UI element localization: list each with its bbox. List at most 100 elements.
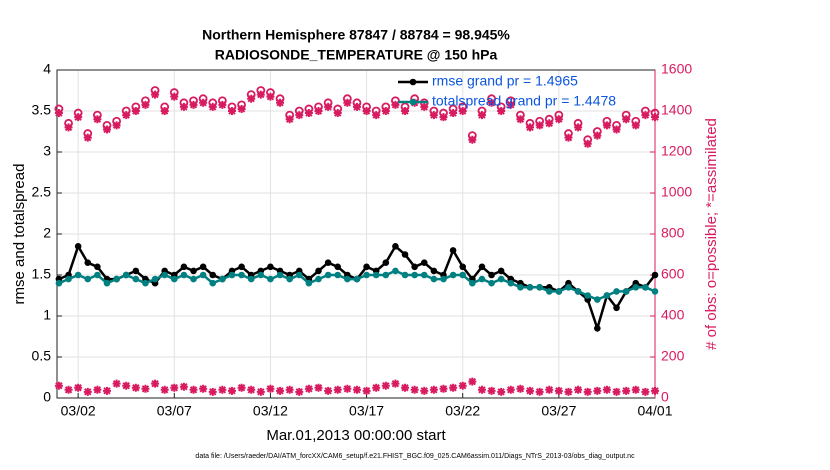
star-marker — [516, 115, 525, 124]
star-marker — [102, 125, 111, 134]
dot-marker — [344, 275, 351, 283]
star-marker — [256, 90, 265, 99]
star-marker — [141, 100, 150, 109]
star-marker — [160, 385, 169, 394]
dot-marker — [142, 279, 149, 287]
y2-tick-label: 400 — [661, 307, 685, 323]
dot-marker — [276, 271, 284, 279]
star-marker — [102, 386, 111, 395]
star-marker — [535, 387, 544, 396]
dot-marker — [392, 267, 399, 275]
dot-marker — [238, 271, 245, 279]
star-marker — [535, 121, 544, 130]
star-marker — [362, 107, 371, 115]
x-tick-label: 03/22 — [445, 403, 480, 419]
star-marker — [651, 386, 659, 395]
dot-marker — [161, 271, 168, 279]
star-marker — [612, 125, 621, 134]
y2-tick-label: 1000 — [661, 184, 692, 200]
legend-marker — [409, 78, 417, 86]
dot-marker — [469, 279, 476, 287]
dot-marker — [151, 275, 159, 283]
dot-marker — [209, 279, 217, 287]
star-marker — [179, 382, 188, 391]
dot-marker — [420, 259, 428, 267]
x-tick-label: 03/07 — [157, 403, 192, 419]
dot-marker — [315, 267, 322, 275]
star-marker — [93, 115, 102, 124]
y2-tick-label: 0 — [661, 389, 669, 405]
star-marker — [602, 385, 611, 394]
dot-marker — [536, 284, 543, 291]
dot-marker — [392, 243, 399, 250]
star-marker — [429, 385, 438, 394]
star-marker — [612, 387, 621, 396]
star-marker — [622, 386, 631, 395]
star-marker — [218, 100, 227, 109]
star-marker — [227, 386, 236, 395]
y-tick-label: 3 — [43, 143, 51, 159]
legend-marker — [409, 98, 417, 106]
y2-tick-label: 800 — [661, 225, 685, 241]
star-marker — [458, 381, 467, 390]
star-marker — [93, 385, 102, 394]
y-axis-label: rmse and totalspread — [11, 164, 28, 305]
star-marker — [420, 102, 429, 111]
star-marker — [266, 384, 275, 393]
dot-marker — [449, 247, 457, 254]
dot-marker — [103, 279, 111, 287]
star-marker — [227, 107, 236, 115]
star-marker — [333, 109, 342, 118]
star-marker — [122, 111, 131, 120]
y-tick-label: 3.5 — [32, 102, 52, 118]
star-marker — [593, 386, 602, 395]
y-tick-label: 0.5 — [32, 348, 52, 364]
dot-marker — [334, 263, 342, 271]
dot-marker — [401, 271, 409, 279]
star-marker — [256, 387, 265, 396]
star-marker — [429, 111, 438, 120]
dot-marker — [555, 288, 563, 295]
star-marker — [276, 386, 285, 395]
star-marker — [564, 133, 573, 142]
x-tick-label: 03/27 — [541, 403, 576, 419]
dot-marker — [613, 304, 620, 312]
y-tick-label: 1.5 — [32, 266, 52, 282]
dot-marker — [238, 263, 245, 271]
star-marker — [343, 384, 352, 393]
y-tick-label: 4 — [43, 61, 51, 77]
dot-marker — [84, 259, 92, 267]
dot-marker — [84, 275, 92, 283]
dot-marker — [382, 271, 390, 279]
dot-marker — [497, 275, 505, 283]
star-marker — [631, 385, 640, 394]
dot-marker — [545, 288, 553, 295]
chart-title: Northern Hemisphere 87847 / 88784 = 98.9… — [202, 27, 510, 43]
dot-marker — [257, 271, 265, 279]
star-marker — [141, 384, 150, 393]
star-marker — [64, 385, 73, 394]
dot-marker — [247, 275, 255, 283]
star-marker — [304, 384, 313, 393]
star-marker — [449, 383, 458, 392]
star-marker — [410, 385, 419, 394]
dot-marker — [507, 279, 515, 287]
star-marker — [574, 123, 583, 132]
dot-marker — [267, 275, 274, 283]
dot-marker — [94, 263, 101, 271]
star-marker — [285, 385, 294, 394]
star-marker — [564, 387, 573, 396]
dot-marker — [459, 271, 467, 279]
star-marker — [420, 386, 429, 395]
star-marker — [285, 115, 294, 124]
dot-marker — [55, 279, 63, 287]
star-marker — [218, 385, 227, 394]
x-axis-label: Mar.01,2013 00:00:00 start — [266, 427, 446, 444]
y2-tick-label: 1400 — [661, 102, 692, 118]
y-tick-label: 0 — [43, 389, 51, 405]
y2-tick-label: 1200 — [661, 143, 692, 159]
dot-marker — [113, 275, 120, 283]
star-marker — [304, 109, 313, 118]
y2-tick-label: 1600 — [661, 61, 692, 77]
star-marker — [631, 121, 640, 130]
